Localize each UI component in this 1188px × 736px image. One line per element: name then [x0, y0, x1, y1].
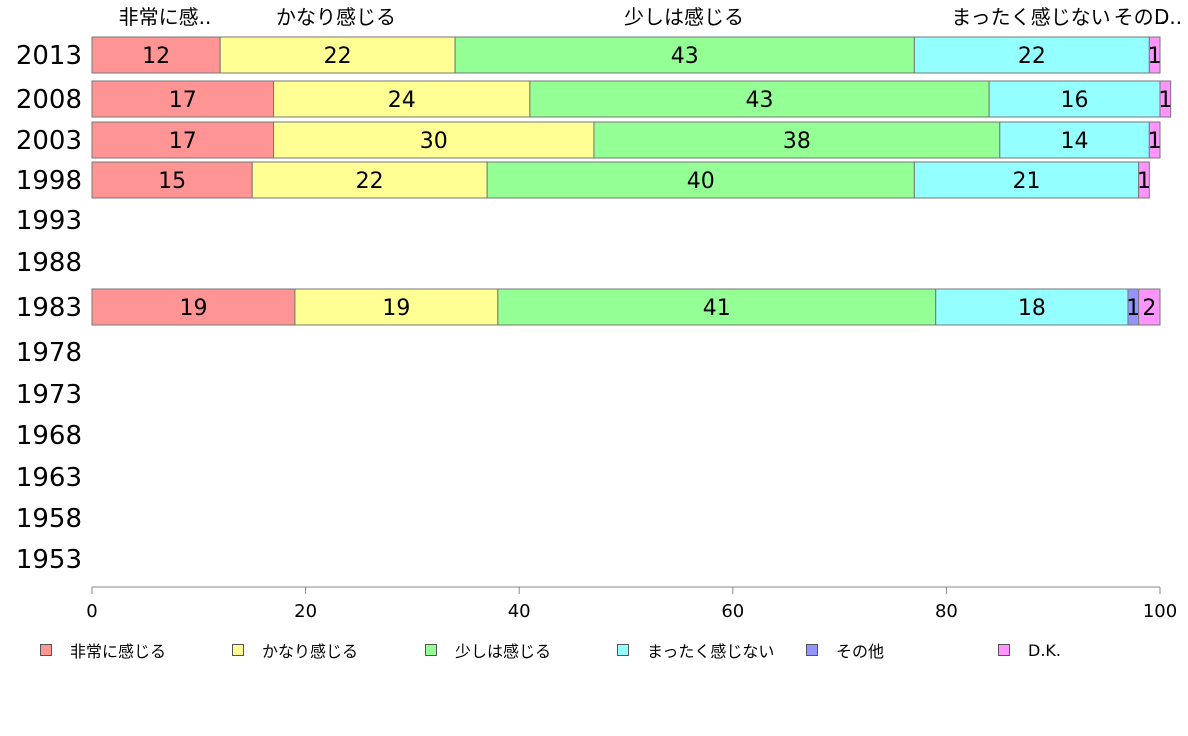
bar-value-label: 12 [142, 44, 170, 69]
bar-segment [91, 121, 275, 159]
category-label: 2013 [16, 41, 82, 71]
bar-segment [273, 121, 595, 159]
bar-segment [497, 288, 937, 326]
bar-value-label: 14 [1061, 129, 1089, 154]
bar-segment [219, 36, 456, 74]
bar-segment [1148, 36, 1161, 74]
bar-segment [454, 36, 915, 74]
category-label: 1998 [16, 166, 82, 196]
bar-segment [294, 288, 499, 326]
bar-segment [999, 121, 1150, 159]
legend: 非常に感じる かなり感じる 少しは感じる まったく感じない その他 D.K. [0, 636, 1188, 666]
bar-value-label: 1 [1148, 44, 1162, 69]
category-label: 1983 [16, 293, 82, 323]
bar-value-label: 1 [1126, 296, 1140, 321]
top-segment-label: D.. [1154, 5, 1182, 29]
x-tick-label: 60 [721, 601, 744, 622]
legend-label: かなり感じる [262, 642, 359, 661]
bar-value-label: 40 [687, 169, 715, 194]
category-label: 1968 [16, 421, 82, 451]
bar-value-label: 17 [169, 88, 197, 113]
top-segment-label: まったく感じない [951, 5, 1110, 29]
bar-segment [486, 161, 915, 199]
bar-value-label: 17 [169, 129, 197, 154]
bar-segment [1159, 80, 1172, 118]
legend-item: 少しは感じる [425, 640, 552, 661]
legend-swatch [806, 644, 818, 656]
legend-swatch [40, 644, 52, 656]
bar-segment [91, 161, 253, 199]
category-label: 1958 [16, 504, 82, 534]
bar-segment [913, 161, 1140, 199]
x-tick-label: 40 [508, 601, 531, 622]
bar-segment [913, 36, 1150, 74]
legend-swatch [617, 644, 629, 656]
top-segment-label: 少しは感じる [624, 5, 744, 29]
legend-label: その他 [836, 642, 885, 661]
bar-value-label: 2 [1142, 296, 1156, 321]
bar-value-label: 18 [1018, 296, 1046, 321]
x-tick-label: 100 [1143, 601, 1177, 622]
bar-value-label: 1 [1137, 169, 1151, 194]
category-label: 2003 [16, 126, 82, 156]
bar-segment [91, 288, 296, 326]
stacked-bar-chart: 2013 2008 2003 1998 1993 1988 1983 1978 1973 1968… [16, 5, 1182, 622]
bar-segment [529, 80, 990, 118]
bar-segment [1138, 288, 1161, 326]
category-label: 1963 [16, 463, 82, 493]
legend-swatch [998, 644, 1010, 656]
bar-segment [1138, 161, 1150, 199]
bar-value-label: 41 [703, 296, 731, 321]
legend-label: D.K. [1028, 640, 1061, 660]
bar-value-label: 15 [158, 169, 186, 194]
legend-label: 非常に感じる [70, 642, 167, 661]
bar-value-label: 38 [783, 129, 811, 154]
legend-item: まったく感じない [617, 640, 775, 661]
category-label: 1978 [16, 338, 82, 368]
legend-label: 少しは感じる [455, 642, 552, 661]
legend-item: 非常に感じる [40, 640, 167, 661]
legend-item: その他 [806, 640, 885, 661]
x-tick-label: 80 [935, 601, 958, 622]
bar-value-label: 30 [420, 129, 448, 154]
legend-item: D.K. [998, 640, 1061, 660]
bar-segment [593, 121, 1001, 159]
bar-segment [988, 80, 1161, 118]
bar-value-label: 43 [746, 88, 774, 113]
bar-segment [251, 161, 488, 199]
legend-swatch [232, 644, 244, 656]
legend-label: まったく感じない [647, 642, 775, 661]
top-segment-label: 非常に感.. [119, 5, 212, 29]
bar-segment [1148, 121, 1161, 159]
bar-value-label: 19 [382, 296, 410, 321]
bar-value-label: 1 [1158, 88, 1172, 113]
bar-value-label: 24 [388, 88, 416, 113]
top-segment-label: その.. [1114, 5, 1167, 29]
top-segment-label: かなり感じる [276, 5, 396, 29]
bar-value-label: 22 [1018, 44, 1046, 69]
bar-value-label: 43 [671, 44, 699, 69]
x-tick-label: 20 [294, 601, 317, 622]
bar-value-label: 16 [1061, 88, 1089, 113]
legend-swatch [425, 644, 437, 656]
bar-value-label: 1 [1148, 129, 1162, 154]
bar-value-label: 19 [179, 296, 207, 321]
x-tick-label: 0 [86, 601, 97, 622]
category-label: 2008 [16, 85, 82, 115]
category-label: 1993 [16, 206, 82, 236]
category-label: 1973 [16, 380, 82, 410]
bar-segment [91, 80, 275, 118]
category-label: 1988 [16, 248, 82, 278]
category-label: 1953 [16, 545, 82, 575]
bar-value-label: 22 [324, 44, 352, 69]
bar-value-label: 22 [356, 169, 384, 194]
bar-segment [91, 36, 221, 74]
bar-segment [273, 80, 531, 118]
legend-item: かなり感じる [232, 640, 359, 661]
bar-value-label: 21 [1013, 169, 1041, 194]
